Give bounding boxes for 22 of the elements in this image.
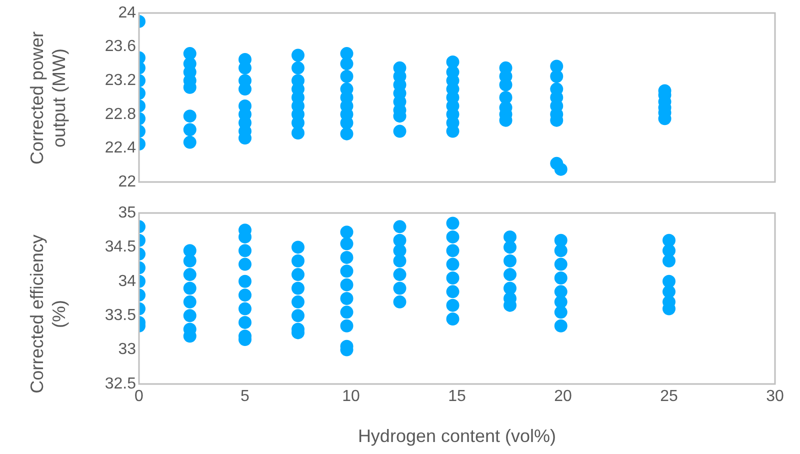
x-tick-label: 10 xyxy=(342,388,360,406)
x-tick-label: 15 xyxy=(448,388,466,406)
y-tick-label: 35 xyxy=(118,204,136,222)
y-tick-label: 22.4 xyxy=(104,140,136,157)
y-tick-label: 23.2 xyxy=(104,72,136,90)
y-tick-label: 33 xyxy=(118,341,136,358)
y-tick-label: 32.5 xyxy=(104,375,136,392)
x-axis-title: Hydrogen content (vol%) xyxy=(356,426,558,447)
y-axis-title: Corrected efficiency (%) xyxy=(26,233,70,395)
y-axis-title: Corrected power output (MW) xyxy=(26,30,70,166)
x-tick-label: 25 xyxy=(660,388,678,406)
y-tick-label: 33.5 xyxy=(104,307,136,324)
x-tick-label: 5 xyxy=(240,388,250,406)
y-tick-label: 23.6 xyxy=(104,38,136,56)
y-tick-label: 22 xyxy=(118,173,136,190)
x-tick-label: 20 xyxy=(554,388,572,406)
y-tick-label: 24 xyxy=(118,4,136,22)
x-tick-label: 30 xyxy=(766,388,784,406)
y-tick-label: 34.5 xyxy=(104,238,136,256)
x-tick-label: 0 xyxy=(134,388,144,406)
y-tick-label: 34 xyxy=(118,272,136,290)
y-tick-label: 22.8 xyxy=(104,106,136,123)
